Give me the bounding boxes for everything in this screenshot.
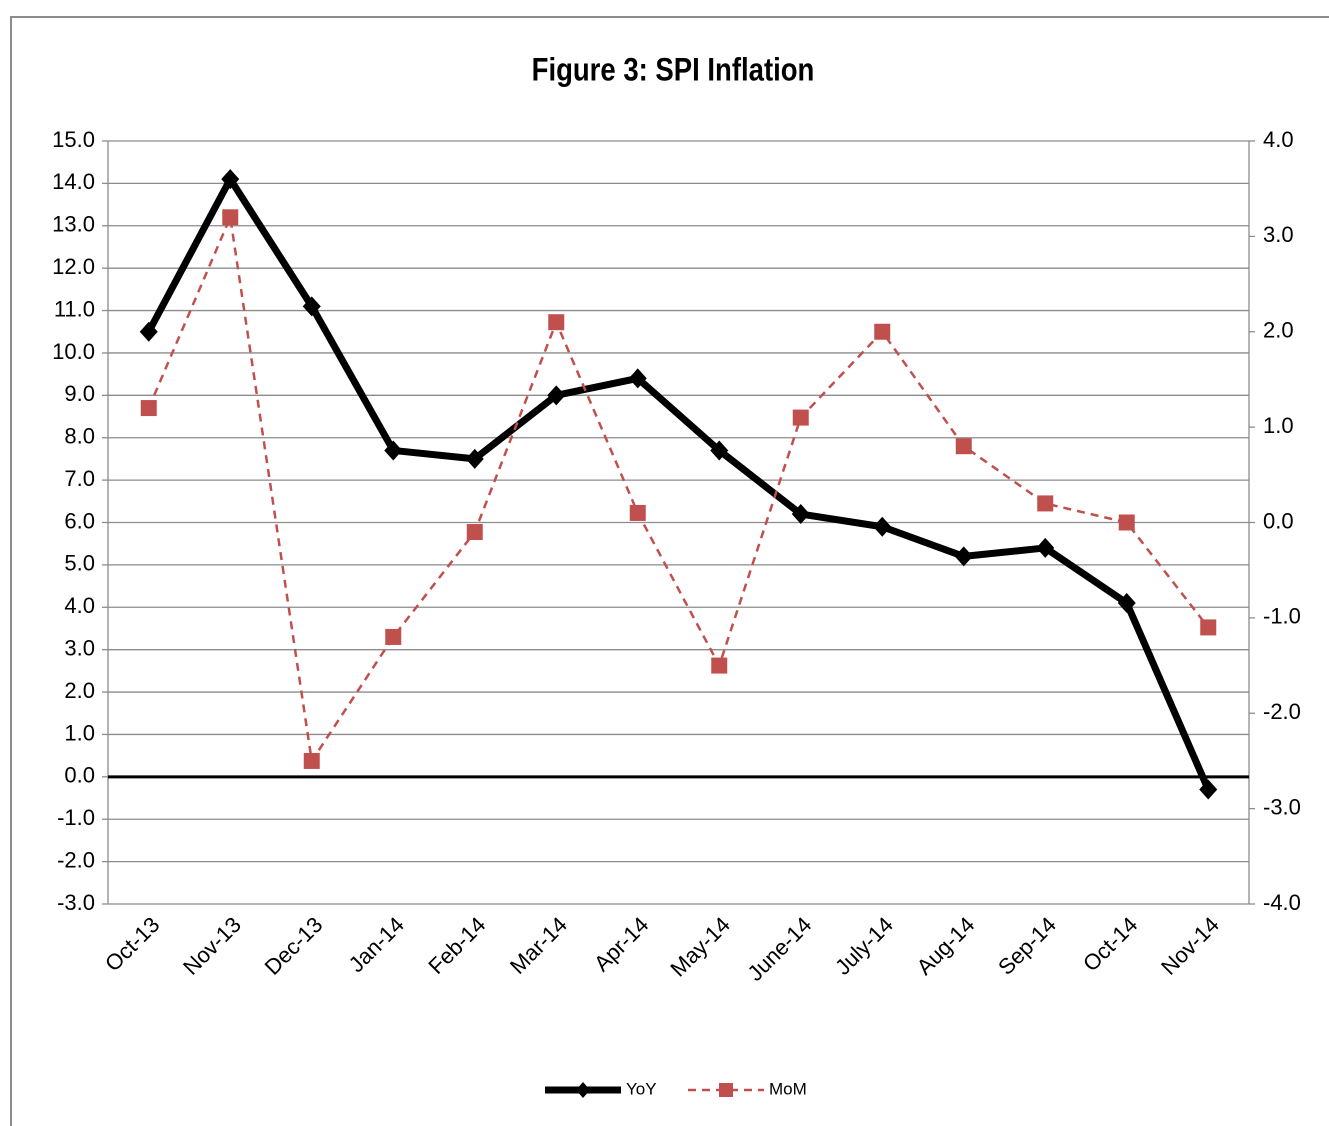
x-tick-label: July-14 (830, 912, 898, 980)
series-line (147, 216, 1210, 763)
y-tick-label: 3.0 (64, 635, 95, 660)
y-tick-label: 4.0 (64, 593, 95, 618)
y2-tick-label: -4.0 (1263, 890, 1301, 915)
marker (1037, 495, 1054, 512)
x-tick-label: June-14 (742, 912, 816, 986)
x-tick-label: Apr-14 (589, 912, 653, 976)
marker (711, 657, 728, 674)
marker (1118, 514, 1135, 531)
marker (222, 209, 239, 226)
marker (710, 440, 729, 461)
y-tick-label: 12.0 (52, 254, 95, 279)
marker (1200, 619, 1217, 636)
y2-tick-label: -1.0 (1263, 604, 1301, 629)
marker (466, 524, 483, 541)
y2-tick-label: 4.0 (1263, 127, 1294, 152)
marker (221, 169, 240, 190)
x-tick-label: Aug-14 (912, 912, 980, 980)
marker (629, 504, 646, 521)
y-tick-label: 7.0 (64, 466, 95, 491)
marker (465, 448, 484, 469)
x-tick-label: Jan-14 (344, 912, 409, 977)
y2-tick-label: 3.0 (1263, 222, 1294, 247)
x-tick-label: May-14 (665, 912, 735, 982)
y2-tick-label: 2.0 (1263, 318, 1294, 343)
marker (955, 438, 972, 455)
legend-marker (719, 1083, 733, 1097)
marker (873, 516, 892, 537)
x-tick-label: Sep-14 (993, 912, 1061, 980)
marker (1199, 779, 1218, 800)
y-tick-label: 13.0 (52, 212, 95, 237)
x-tick-label: Oct-14 (1078, 912, 1142, 976)
marker (140, 400, 157, 417)
marker (139, 321, 158, 342)
marker (874, 323, 891, 340)
y-tick-label: 10.0 (52, 339, 95, 364)
marker (385, 628, 402, 645)
y2-tick-label: -2.0 (1263, 699, 1301, 724)
marker (954, 546, 973, 567)
series-line (145, 175, 1212, 791)
marker (548, 314, 565, 331)
x-tick-label: Nov-14 (1156, 912, 1224, 980)
x-tick-label: Feb-14 (423, 912, 490, 979)
y-tick-label: 15.0 (52, 127, 95, 152)
y-tick-label: -3.0 (57, 890, 95, 915)
y-tick-label: 6.0 (64, 508, 95, 533)
y-tick-label: 14.0 (52, 169, 95, 194)
legend-marker (576, 1082, 590, 1098)
marker (547, 385, 566, 406)
y-tick-label: 0.0 (64, 763, 95, 788)
y-tick-label: 2.0 (64, 678, 95, 703)
marker (384, 440, 403, 461)
y-tick-label: 5.0 (64, 551, 95, 576)
legend-label: YoY (626, 1079, 657, 1098)
legend-label: MoM (769, 1079, 807, 1098)
marker (1117, 593, 1136, 614)
x-tick-label: Dec-13 (260, 912, 328, 980)
y2-tick-label: 0.0 (1263, 508, 1294, 533)
y-tick-label: -2.0 (57, 847, 95, 872)
y-tick-label: 9.0 (64, 381, 95, 406)
y-tick-label: -1.0 (57, 805, 95, 830)
x-tick-label: Mar-14 (505, 912, 572, 979)
marker (628, 368, 647, 389)
marker (792, 409, 809, 426)
y-tick-label: 8.0 (64, 424, 95, 449)
chart-frame (10, 16, 1329, 1126)
marker (791, 504, 810, 525)
x-tick-label: Nov-13 (178, 912, 246, 980)
y2-tick-label: 1.0 (1263, 413, 1294, 438)
marker (303, 752, 320, 769)
x-tick-label: Oct-13 (100, 912, 164, 976)
y-tick-label: 11.0 (54, 296, 95, 321)
marker (1036, 537, 1055, 558)
marker (302, 296, 321, 317)
y2-tick-label: -3.0 (1263, 794, 1301, 819)
y-tick-label: 1.0 (64, 720, 95, 745)
chart-title: Figure 3: SPI Inflation (532, 53, 815, 88)
